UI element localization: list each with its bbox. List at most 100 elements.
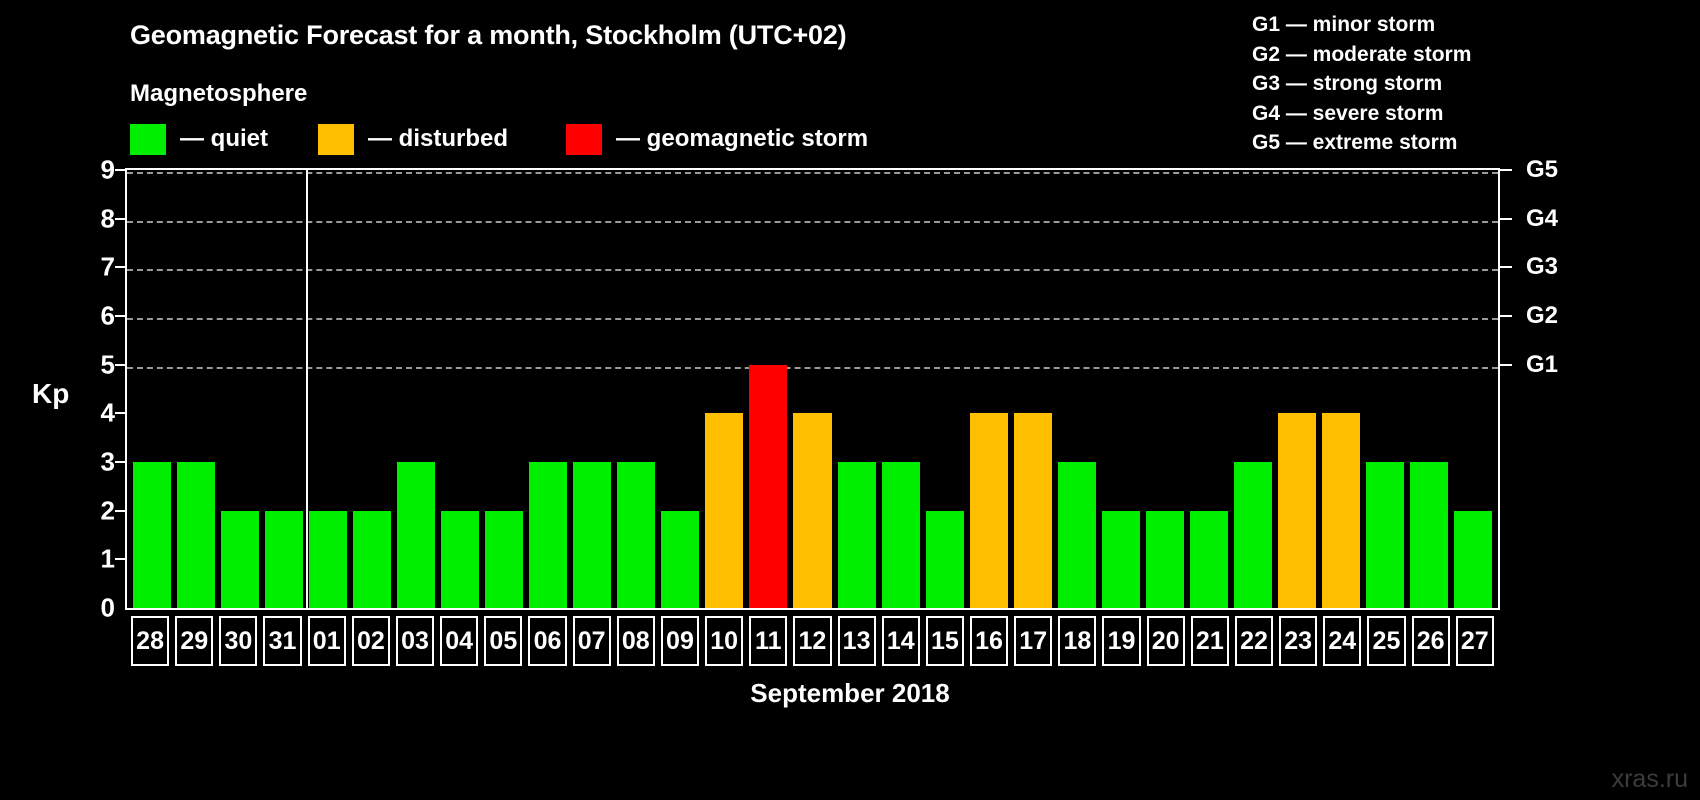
day-label-04[interactable]: 04	[440, 616, 479, 666]
bar-day-20[interactable]	[1145, 510, 1184, 608]
legend-label-quiet: — quiet	[180, 125, 268, 152]
bar-day-14[interactable]	[881, 462, 920, 608]
y-tick-mark-3	[115, 461, 125, 463]
bar-day-11[interactable]	[749, 364, 788, 608]
bar-day-17[interactable]	[1013, 413, 1052, 608]
day-label-29[interactable]: 29	[175, 616, 214, 666]
bar-day-06[interactable]	[529, 462, 568, 608]
day-label-03[interactable]: 03	[395, 616, 435, 666]
bar-day-28[interactable]	[133, 462, 172, 608]
bar-day-29[interactable]	[177, 462, 216, 608]
bar-day-30[interactable]	[221, 510, 260, 608]
day-label-14[interactable]: 14	[881, 616, 920, 666]
day-label-31[interactable]: 31	[263, 616, 302, 666]
day-label-01[interactable]: 01	[307, 616, 346, 666]
day-label-28[interactable]: 28	[131, 616, 170, 666]
day-slot-01: 01	[305, 616, 349, 666]
day-label-19[interactable]: 19	[1102, 616, 1141, 666]
day-label-17[interactable]: 17	[1014, 616, 1053, 666]
day-label-24[interactable]: 24	[1323, 616, 1362, 666]
g-tick-mark-g4	[1500, 217, 1512, 220]
gridline-kp-5	[127, 366, 1498, 369]
y-tick-label-5: 5	[100, 349, 115, 380]
bar-day-02[interactable]	[353, 510, 392, 608]
g-tick-label-g1: G1	[1526, 350, 1559, 378]
day-label-06[interactable]: 06	[528, 616, 567, 666]
day-slot-07: 07	[570, 616, 614, 666]
bar-day-03[interactable]	[397, 462, 436, 608]
day-label-18[interactable]: 18	[1058, 616, 1097, 666]
bar-day-24[interactable]	[1321, 413, 1360, 608]
bar-day-07[interactable]	[573, 462, 612, 608]
day-label-20[interactable]: 20	[1146, 616, 1185, 666]
month-separator-line	[305, 170, 308, 608]
bar-slot-16	[967, 170, 1011, 608]
day-label-12[interactable]: 12	[793, 616, 832, 666]
bar-slot-26	[1407, 170, 1451, 608]
bar-slot-01	[306, 170, 350, 608]
bar-slot-09	[658, 170, 702, 608]
day-label-16[interactable]: 16	[969, 616, 1009, 666]
bar-slot-20	[1143, 170, 1187, 608]
bar-day-01[interactable]	[309, 510, 348, 608]
g-tick-mark-g1	[1500, 363, 1512, 366]
bar-day-22[interactable]	[1233, 462, 1272, 608]
day-label-21[interactable]: 21	[1190, 616, 1229, 666]
day-label-02[interactable]: 02	[351, 616, 390, 666]
day-slot-10: 10	[702, 616, 746, 666]
day-slot-11: 11	[746, 616, 790, 666]
gscale-key-row-g1: G1 — minor storm	[1252, 13, 1436, 36]
bar-day-31[interactable]	[265, 510, 304, 608]
day-slot-02: 02	[349, 616, 393, 666]
bar-day-05[interactable]	[485, 510, 524, 608]
bar-day-08[interactable]	[617, 462, 656, 608]
bar-slot-23	[1275, 170, 1319, 608]
day-label-08[interactable]: 08	[616, 616, 655, 666]
bar-day-27[interactable]	[1453, 510, 1492, 608]
bar-day-26[interactable]	[1409, 462, 1448, 608]
bar-day-21[interactable]	[1189, 510, 1228, 608]
day-slot-08: 08	[614, 616, 658, 666]
day-label-27[interactable]: 27	[1455, 616, 1494, 666]
bar-slot-05	[482, 170, 526, 608]
day-label-05[interactable]: 05	[484, 616, 523, 666]
bar-day-12[interactable]	[793, 413, 832, 608]
day-label-22[interactable]: 22	[1234, 616, 1274, 666]
day-label-15[interactable]: 15	[925, 616, 964, 666]
bar-day-04[interactable]	[441, 510, 480, 608]
bar-slot-03	[394, 170, 438, 608]
bar-day-13[interactable]	[837, 462, 876, 608]
day-label-13[interactable]: 13	[837, 616, 876, 666]
bar-day-23[interactable]	[1277, 413, 1316, 608]
watermark: xras.ru	[1611, 765, 1688, 793]
bar-slot-13	[835, 170, 879, 608]
bar-day-25[interactable]	[1365, 462, 1404, 608]
day-slot-19: 19	[1099, 616, 1143, 666]
day-label-26[interactable]: 26	[1411, 616, 1450, 666]
day-label-25[interactable]: 25	[1367, 616, 1406, 666]
bar-day-18[interactable]	[1057, 462, 1096, 608]
y-tick-mark-6	[115, 315, 125, 317]
bar-day-16[interactable]	[969, 413, 1008, 608]
day-label-23[interactable]: 23	[1279, 616, 1318, 666]
y-tick-label-0: 0	[100, 592, 115, 623]
bar-slot-24	[1319, 170, 1363, 608]
g-axis: G5 G4 G3 G2 G1	[1500, 156, 1620, 610]
bar-day-15[interactable]	[925, 510, 964, 608]
y-tick-mark-2	[115, 509, 125, 512]
day-slot-30: 30	[216, 616, 260, 666]
day-slot-24: 24	[1320, 616, 1364, 666]
day-label-09[interactable]: 09	[660, 616, 700, 666]
day-slot-21: 21	[1188, 616, 1232, 666]
day-slot-23: 23	[1276, 616, 1320, 666]
magnetosphere-label: Magnetosphere	[130, 80, 308, 107]
day-label-07[interactable]: 07	[572, 616, 611, 666]
day-slot-12: 12	[790, 616, 834, 666]
bar-day-09[interactable]	[661, 510, 700, 608]
day-label-11[interactable]: 11	[749, 616, 788, 666]
day-label-10[interactable]: 10	[705, 616, 744, 666]
bar-day-10[interactable]	[705, 413, 744, 608]
y-tick-label-2: 2	[100, 495, 115, 526]
day-label-30[interactable]: 30	[219, 616, 258, 666]
bar-day-19[interactable]	[1101, 510, 1140, 608]
